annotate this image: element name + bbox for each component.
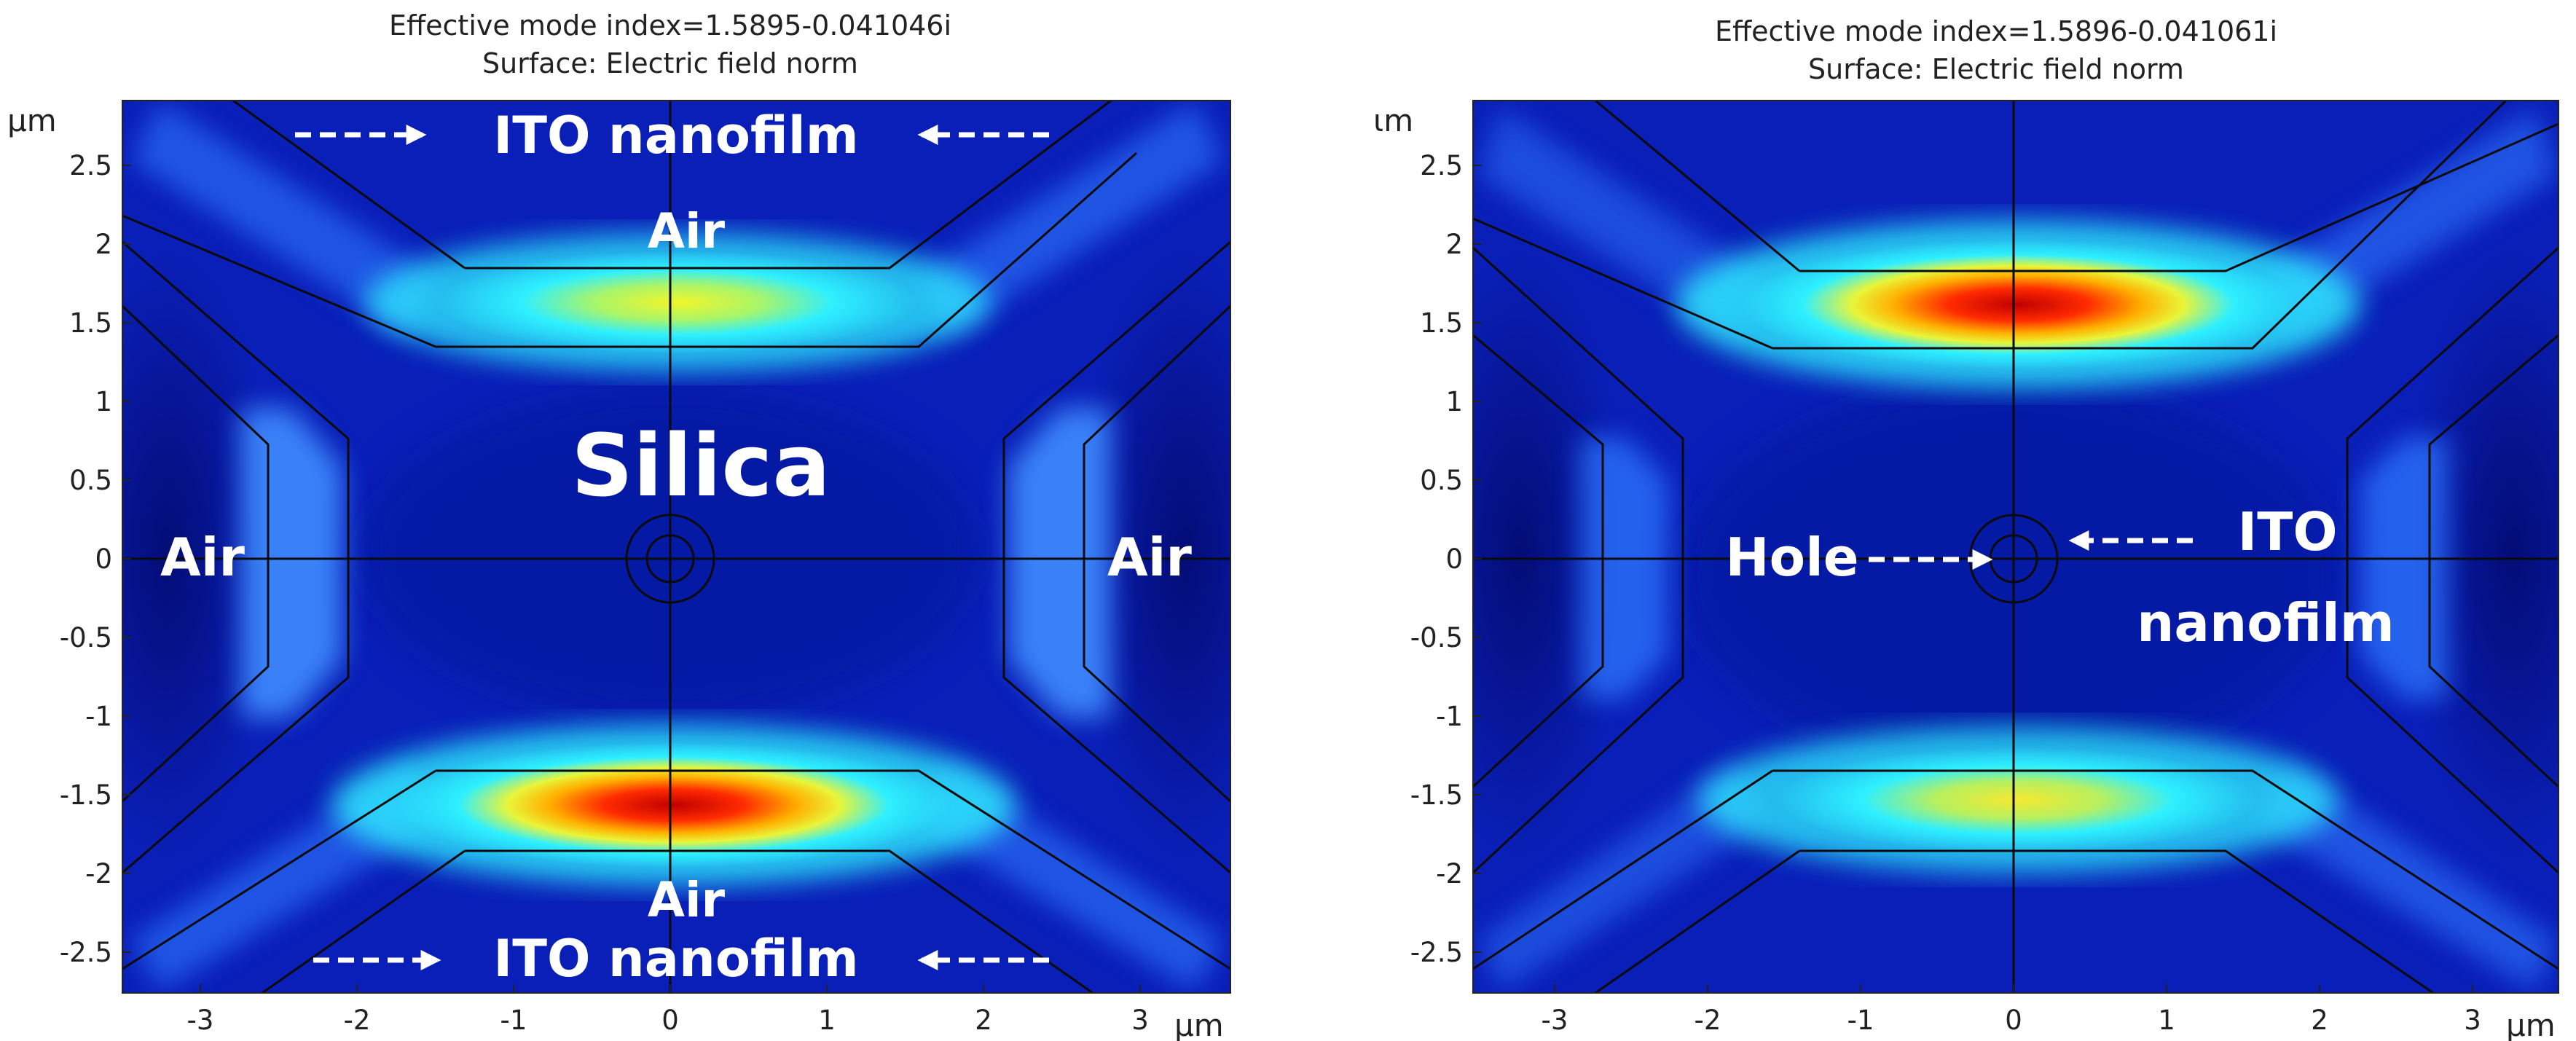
y-tick-label: 2.5: [69, 150, 112, 181]
y-tick-label: -2: [1436, 858, 1463, 889]
y-tick-label: 1: [95, 386, 112, 417]
right-x-unit: μm: [2506, 1007, 2556, 1041]
right-axis-ticks: -3 -2 -1 0 1 2 3 2.5 2 1.5 1 0.5 0 -0.5 -1 -1.5 -2 -2.5: [1410, 150, 2481, 1036]
right-panel: Effective mode index=1.5896-0.041061i Su…: [1373, 15, 2559, 1041]
x-tick-label: 2: [975, 1005, 992, 1036]
left-air-right-label: Air: [1107, 527, 1192, 588]
x-tick-label: 1: [818, 1005, 836, 1036]
y-tick-label: 1.5: [1420, 307, 1463, 339]
right-ito-label-line1: ITO: [2237, 501, 2337, 562]
left-panel: Effective mode index=1.5895-0.041046i Su…: [7, 9, 1231, 1041]
left-ito-bottom-label: ITO nanofilm: [493, 929, 858, 989]
x-tick-label: -1: [500, 1005, 527, 1036]
y-tick-label: 2: [1445, 229, 1463, 260]
left-ito-top-label: ITO nanofilm: [493, 106, 858, 165]
y-tick-label: -1: [1436, 701, 1463, 732]
right-title-line1: Effective mode index=1.5896-0.041061i: [1715, 15, 2277, 47]
y-tick-label: -0.5: [60, 622, 112, 653]
x-tick-label: -1: [1847, 1005, 1874, 1036]
left-air-top-label: Air: [648, 203, 726, 259]
y-tick-label: -0.5: [1410, 622, 1463, 653]
left-x-unit: μm: [1174, 1007, 1224, 1041]
left-field-map: [122, 101, 1230, 993]
y-tick-label: 2.5: [1420, 150, 1463, 181]
x-tick-label: 2: [2311, 1005, 2328, 1036]
x-tick-label: -3: [187, 1005, 214, 1036]
x-tick-label: -3: [1542, 1005, 1568, 1036]
x-tick-label: 1: [2158, 1005, 2175, 1036]
x-tick-label: -2: [344, 1005, 371, 1036]
y-tick-label: -2: [85, 858, 112, 889]
y-tick-label: 1.5: [69, 307, 112, 339]
y-tick-label: 0.5: [69, 465, 112, 496]
x-tick-label: 3: [2464, 1005, 2481, 1036]
y-tick-label: -1.5: [60, 779, 112, 811]
left-title-line2: Surface: Electric field norm: [482, 47, 858, 79]
y-tick-label: 0: [95, 543, 112, 575]
y-tick-label: 1: [1445, 386, 1463, 417]
left-air-left-label: Air: [160, 527, 245, 588]
x-tick-label: 3: [1131, 1005, 1149, 1036]
y-tick-label: 2: [95, 229, 112, 260]
left-y-unit: μm: [7, 103, 57, 138]
y-tick-label: -2.5: [60, 937, 112, 968]
right-y-unit: ιm: [1373, 103, 1413, 138]
y-tick-label: 0: [1445, 543, 1463, 575]
left-silica-label: Silica: [571, 415, 830, 516]
left-title-line1: Effective mode index=1.5895-0.041046i: [389, 9, 951, 42]
x-tick-label: 0: [2005, 1005, 2022, 1036]
right-ito-label-line2: nanofilm: [2137, 592, 2395, 653]
y-tick-label: -2.5: [1410, 937, 1463, 968]
y-tick-label: 0.5: [1420, 465, 1463, 496]
right-hole-label: Hole: [1725, 527, 1858, 588]
x-tick-label: -2: [1695, 1005, 1721, 1036]
right-title-line2: Surface: Electric field norm: [1808, 53, 2184, 85]
x-tick-label: 0: [661, 1005, 679, 1036]
left-air-bottom-label: Air: [648, 872, 726, 928]
y-tick-label: -1: [85, 701, 112, 732]
right-field-map: [1473, 101, 2559, 993]
left-axis-ticks: -3 -2 -1 0 1 2 3 2.5 2 1.5 1 0.5 0 -0.5 -1 -1.5 -2 -2.5: [60, 150, 1149, 1036]
y-tick-label: -1.5: [1410, 779, 1463, 811]
